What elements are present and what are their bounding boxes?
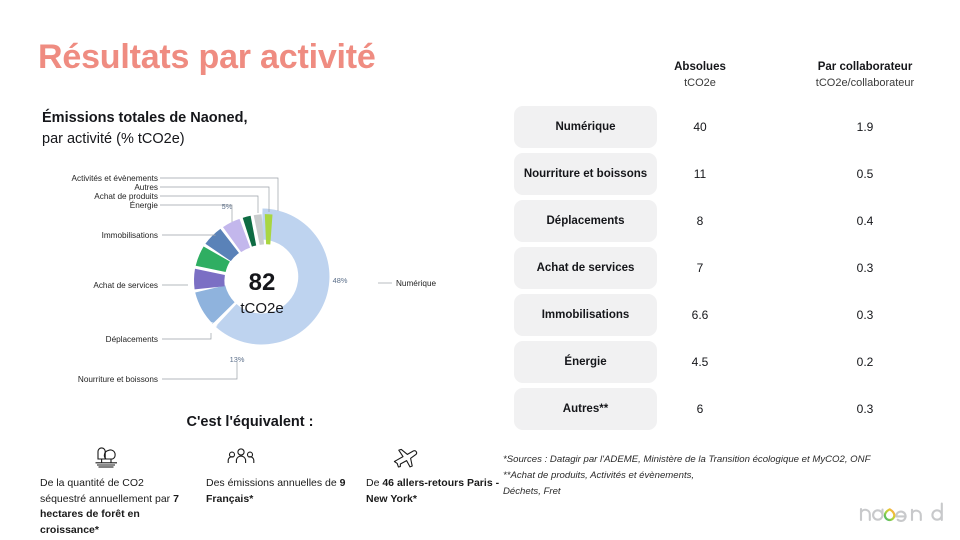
donut-label-immobilisations: Immobilisations: [102, 231, 158, 240]
table-row-category[interactable]: Immobilisations: [514, 294, 657, 336]
table-row-per-collaborator: 0.4: [856, 214, 874, 228]
table-row-absolute: 8: [696, 214, 704, 228]
chart-heading-line2: par activité (% tCO2e): [42, 131, 185, 147]
table-row-absolute: 11: [693, 167, 707, 181]
table-row-category[interactable]: Énergie: [514, 341, 657, 383]
donut-slice-deplacements: [194, 268, 225, 290]
donut-slice-autres: [253, 214, 264, 245]
donut-pct-achat-services: 8%: [180, 279, 191, 288]
table-header-per-collaborator-title: Par collaborateur: [817, 61, 913, 73]
donut-pct-deplacements: 10%: [203, 320, 218, 329]
equivalent-item-people: Des émissions annuelles de 9 Français*: [206, 440, 346, 507]
equivalent-item-forest: De la quantité de CO2 séquestré annuelle…: [40, 440, 180, 538]
donut-leader-lines: [160, 177, 392, 380]
equivalent-item-forest-text: De la quantité de CO2 séquestré annuelle…: [40, 477, 179, 536]
donut-segments: [194, 208, 330, 345]
donut-slice-achat-services: [195, 246, 230, 272]
table-row: Déplacements 8 0.4: [500, 200, 950, 242]
table-row: Autres** 6 0.3: [500, 388, 950, 430]
table-row: Nourriture et boissons 11 0.5: [500, 153, 950, 195]
footnotes: *Sources : Datagir par l'ADEME, Ministèr…: [503, 452, 943, 500]
table-row-per-collaborator: 0.5: [856, 167, 874, 181]
table-row-category[interactable]: Nourriture et boissons: [514, 153, 657, 195]
table-row-category[interactable]: Autres**: [514, 388, 657, 430]
equivalent-item-people-text: Des émissions annuelles de 9 Français*: [206, 477, 346, 505]
donut-label-deplacements: Déplacements: [106, 335, 158, 344]
table-row: Numérique 40 1.9: [500, 106, 950, 148]
table-row: Achat de services 7 0.3: [500, 247, 950, 289]
people-group-icon: [206, 440, 346, 474]
table-row-absolute: 6.6: [691, 308, 709, 322]
donut-center-unit: tCO2e: [240, 300, 283, 317]
donut-pct-energie: 5%: [222, 202, 233, 211]
table-row: Immobilisations 6.6 0.3: [500, 294, 950, 336]
table-row-per-collaborator: 0.3: [856, 261, 874, 275]
table-header-absolute-title: Absolues: [674, 61, 726, 73]
donut-label-achat-produits: Achat de produits: [94, 192, 158, 201]
donut-label-numerique: Numérique: [396, 279, 436, 288]
donut-pct-numerique: 48%: [333, 276, 348, 285]
table-header-per-collaborator: Par collaborateur tCO2e/collaborateur: [775, 60, 955, 91]
table-header: Absolues tCO2e Par collaborateur tCO2e/c…: [500, 60, 950, 104]
footnote-line: **Achat de produits, Activités et évènem…: [503, 470, 695, 481]
donut-label-activites: Activités et évènements: [72, 174, 158, 183]
donut-chart: 82 tCO2e 48% 13% 10% 8% 8% 5% Act: [30, 165, 480, 395]
table-row-per-collaborator: 0.3: [856, 402, 874, 416]
equivalent-row: De la quantité de CO2 séquestré annuelle…: [36, 440, 499, 540]
donut-label-autres: Autres: [134, 183, 158, 192]
naoned-logo: [855, 498, 950, 530]
table-row-absolute: 40: [693, 120, 707, 134]
table-row-absolute: 6: [696, 402, 704, 416]
donut-pct-nourriture: 13%: [230, 355, 245, 364]
donut-slice-achat-produits: [242, 215, 257, 247]
donut-slice-numerique: [215, 208, 330, 345]
table-header-per-collaborator-unit: tCO2e/collaborateur: [815, 77, 915, 89]
donut-slice-activites: [264, 214, 273, 245]
footnote-line: *Sources : Datagir par l'ADEME, Ministèr…: [503, 454, 871, 465]
table-header-absolute-unit: tCO2e: [684, 77, 716, 89]
chart-heading: Émissions totales de Naoned, par activit…: [42, 108, 462, 150]
table-row-category[interactable]: Numérique: [514, 106, 657, 148]
footnote-line: Déchets, Fret: [503, 486, 561, 497]
chart-heading-line1: Émissions totales de Naoned,: [42, 110, 248, 126]
equivalent-item-plane-text: De 46 allers-retours Paris - New York*: [366, 477, 500, 505]
table-row: Énergie 4.5 0.2: [500, 341, 950, 383]
table-row-category[interactable]: Déplacements: [514, 200, 657, 242]
results-table: Absolues tCO2e Par collaborateur tCO2e/c…: [500, 60, 950, 430]
table-row-per-collaborator: 0.3: [856, 308, 874, 322]
donut-label-energie: Énergie: [130, 200, 159, 210]
donut-pct-immobilisations: 8%: [191, 241, 202, 250]
donut-center-value: 82: [249, 269, 276, 296]
table-row-per-collaborator: 1.9: [856, 120, 874, 134]
donut-label-achat-services: Achat de services: [93, 281, 158, 290]
forest-trees-icon: [40, 440, 180, 474]
table-row-category[interactable]: Achat de services: [514, 247, 657, 289]
table-row-absolute: 7: [696, 261, 704, 275]
airplane-icon: [366, 440, 506, 474]
table-body: Numérique 40 1.9 Nourriture et boissons 11 0.…: [500, 106, 950, 435]
equivalent-title: C'est l'équivalent :: [186, 414, 314, 430]
donut-slice-immobilisations: [205, 228, 239, 262]
donut-label-nourriture: Nourriture et boissons: [78, 375, 158, 384]
table-row-absolute: 4.5: [691, 355, 709, 369]
donut-slice-energie: [223, 218, 251, 253]
page-title: Résultats par activité: [38, 38, 376, 76]
donut-slice-nourriture: [195, 285, 235, 324]
equivalent-item-plane: De 46 allers-retours Paris - New York*: [366, 440, 506, 507]
table-header-absolute: Absolues tCO2e: [640, 60, 760, 91]
table-row-per-collaborator: 0.2: [856, 355, 874, 369]
